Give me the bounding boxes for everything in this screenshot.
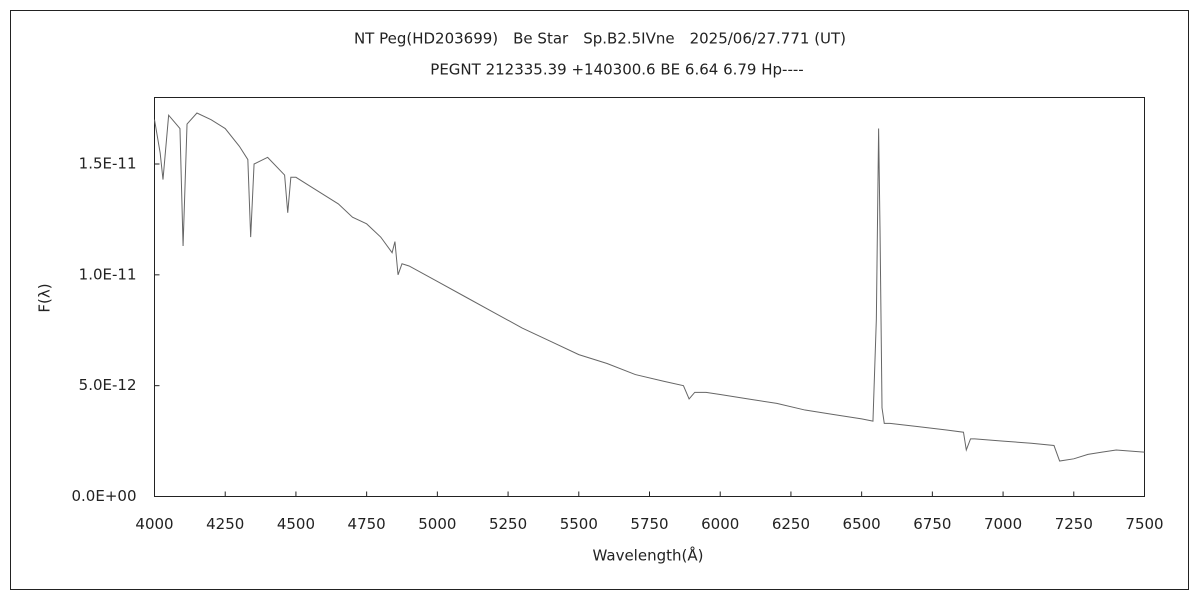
x-tick-label: 5250 <box>489 515 527 533</box>
x-tick-label: 5000 <box>418 515 456 533</box>
x-tick-label: 7250 <box>1055 515 1093 533</box>
x-tick-label: 6500 <box>843 515 881 533</box>
x-tick-label: 4000 <box>135 515 173 533</box>
x-tick-label: 6000 <box>701 515 739 533</box>
y-tick-label: 1.5E-11 <box>79 155 137 173</box>
x-axis-label: Wavelength(Å) <box>593 546 704 565</box>
y-axis-label: F(λ) <box>36 283 54 312</box>
chart-subtitle: PEGNT 212335.39 +140300.6 BE 6.64 6.79 H… <box>430 61 803 79</box>
frame <box>10 10 1189 590</box>
chart-title: NT Peg(HD203699) Be Star Sp.B2.5IVne 202… <box>354 30 846 48</box>
x-tick-label: 5750 <box>630 515 668 533</box>
x-tick-label: 7500 <box>1125 515 1163 533</box>
x-tick-label: 5500 <box>560 515 598 533</box>
x-tick-label: 6250 <box>772 515 810 533</box>
y-tick-label: 0.0E+00 <box>72 487 137 505</box>
x-tick-label: 4750 <box>348 515 386 533</box>
x-tick-label: 6750 <box>913 515 951 533</box>
y-tick-label: 5.0E-12 <box>79 376 137 394</box>
x-tick-label: 7000 <box>984 515 1022 533</box>
spectrum-line <box>154 112 1145 462</box>
x-tick-label: 4500 <box>277 515 315 533</box>
y-tick-label: 1.0E-11 <box>79 265 137 283</box>
plot-area <box>154 97 1145 497</box>
x-tick-label: 4250 <box>206 515 244 533</box>
